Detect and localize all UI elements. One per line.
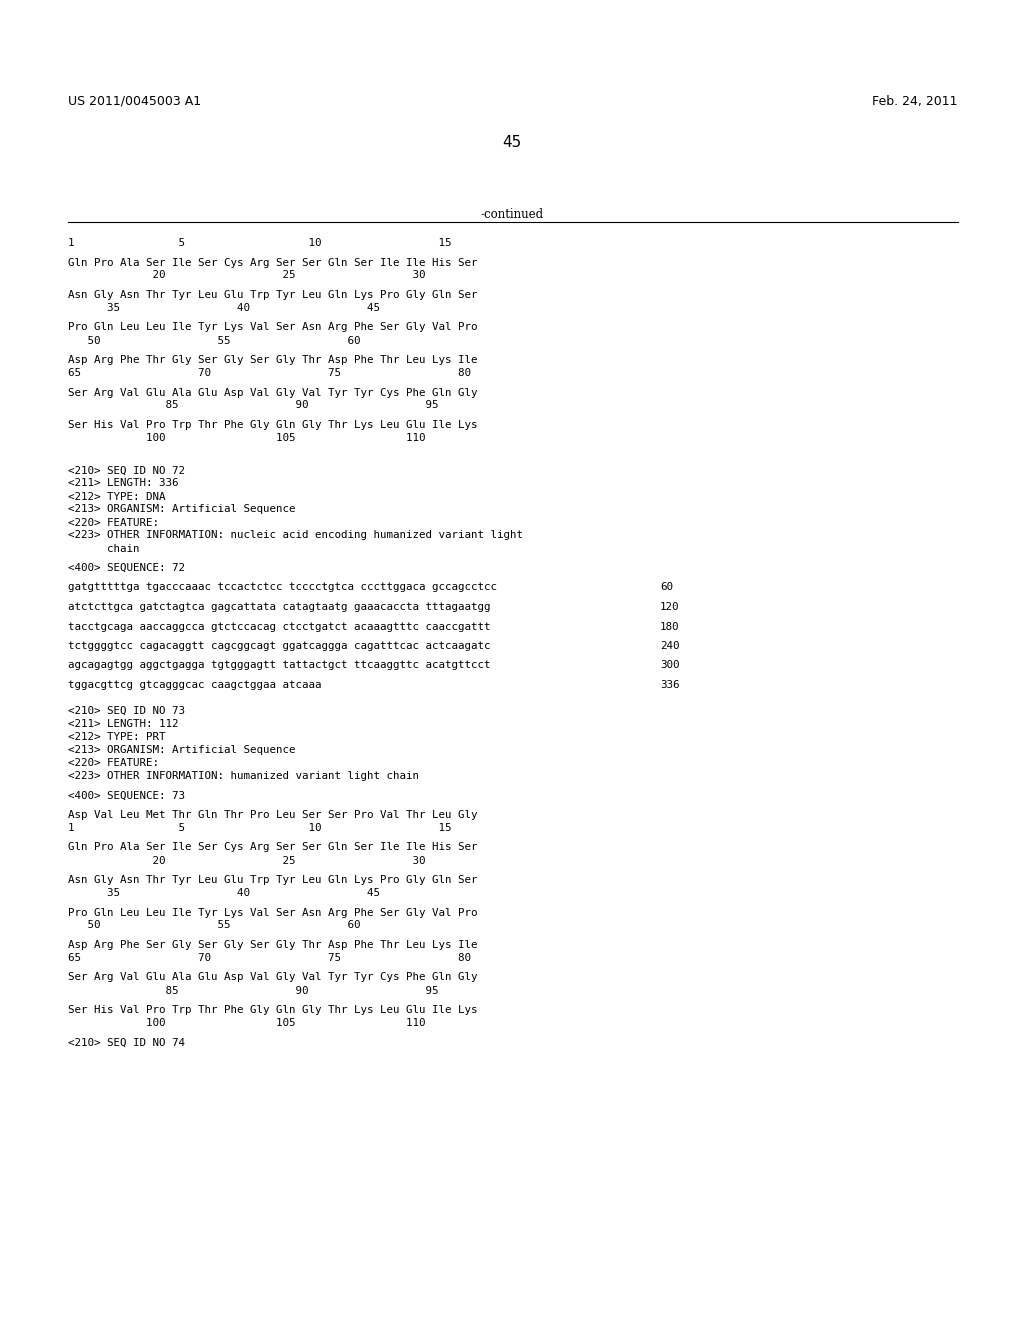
Text: Gln Pro Ala Ser Ile Ser Cys Arg Ser Ser Gln Ser Ile Ile His Ser: Gln Pro Ala Ser Ile Ser Cys Arg Ser Ser … — [68, 257, 477, 268]
Text: 85                  90                  95: 85 90 95 — [68, 986, 438, 995]
Text: atctcttgca gatctagtca gagcattata catagtaatg gaaacaccta tttagaatgg: atctcttgca gatctagtca gagcattata catagta… — [68, 602, 490, 612]
Text: 65                  70                  75                  80: 65 70 75 80 — [68, 953, 471, 964]
Text: 20                  25                  30: 20 25 30 — [68, 271, 426, 281]
Text: <211> LENGTH: 336: <211> LENGTH: 336 — [68, 479, 178, 488]
Text: Pro Gln Leu Leu Ile Tyr Lys Val Ser Asn Arg Phe Ser Gly Val Pro: Pro Gln Leu Leu Ile Tyr Lys Val Ser Asn … — [68, 322, 477, 333]
Text: 100                 105                 110: 100 105 110 — [68, 1018, 426, 1028]
Text: Ser Arg Val Glu Ala Glu Asp Val Gly Val Tyr Tyr Cys Phe Gln Gly: Ser Arg Val Glu Ala Glu Asp Val Gly Val … — [68, 388, 477, 397]
Text: <212> TYPE: DNA: <212> TYPE: DNA — [68, 491, 166, 502]
Text: <210> SEQ ID NO 74: <210> SEQ ID NO 74 — [68, 1038, 185, 1048]
Text: Asn Gly Asn Thr Tyr Leu Glu Trp Tyr Leu Gln Lys Pro Gly Gln Ser: Asn Gly Asn Thr Tyr Leu Glu Trp Tyr Leu … — [68, 290, 477, 300]
Text: 336: 336 — [660, 680, 680, 690]
Text: Asp Arg Phe Thr Gly Ser Gly Ser Gly Thr Asp Phe Thr Leu Lys Ile: Asp Arg Phe Thr Gly Ser Gly Ser Gly Thr … — [68, 355, 477, 366]
Text: 100                 105                 110: 100 105 110 — [68, 433, 426, 444]
Text: Asp Arg Phe Ser Gly Ser Gly Ser Gly Thr Asp Phe Thr Leu Lys Ile: Asp Arg Phe Ser Gly Ser Gly Ser Gly Thr … — [68, 940, 477, 950]
Text: <400> SEQUENCE: 72: <400> SEQUENCE: 72 — [68, 564, 185, 573]
Text: 45: 45 — [503, 135, 521, 150]
Text: <210> SEQ ID NO 72: <210> SEQ ID NO 72 — [68, 466, 185, 475]
Text: 180: 180 — [660, 622, 680, 631]
Text: <211> LENGTH: 112: <211> LENGTH: 112 — [68, 719, 178, 729]
Text: <210> SEQ ID NO 73: <210> SEQ ID NO 73 — [68, 706, 185, 715]
Text: -continued: -continued — [480, 209, 544, 220]
Text: <220> FEATURE:: <220> FEATURE: — [68, 758, 159, 768]
Text: US 2011/0045003 A1: US 2011/0045003 A1 — [68, 95, 201, 108]
Text: <223> OTHER INFORMATION: nucleic acid encoding humanized variant light: <223> OTHER INFORMATION: nucleic acid en… — [68, 531, 523, 540]
Text: Asp Val Leu Met Thr Gln Thr Pro Leu Ser Ser Pro Val Thr Leu Gly: Asp Val Leu Met Thr Gln Thr Pro Leu Ser … — [68, 810, 477, 820]
Text: Asn Gly Asn Thr Tyr Leu Glu Trp Tyr Leu Gln Lys Pro Gly Gln Ser: Asn Gly Asn Thr Tyr Leu Glu Trp Tyr Leu … — [68, 875, 477, 884]
Text: <223> OTHER INFORMATION: humanized variant light chain: <223> OTHER INFORMATION: humanized varia… — [68, 771, 419, 781]
Text: 1                5                   10                  15: 1 5 10 15 — [68, 822, 452, 833]
Text: Ser Arg Val Glu Ala Glu Asp Val Gly Val Tyr Tyr Cys Phe Gln Gly: Ser Arg Val Glu Ala Glu Asp Val Gly Val … — [68, 973, 477, 982]
Text: 65                  70                  75                  80: 65 70 75 80 — [68, 368, 471, 378]
Text: <220> FEATURE:: <220> FEATURE: — [68, 517, 159, 528]
Text: 85                  90                  95: 85 90 95 — [68, 400, 438, 411]
Text: Feb. 24, 2011: Feb. 24, 2011 — [872, 95, 958, 108]
Text: 1                5                   10                  15: 1 5 10 15 — [68, 238, 452, 248]
Text: 35                  40                  45: 35 40 45 — [68, 888, 380, 898]
Text: <400> SEQUENCE: 73: <400> SEQUENCE: 73 — [68, 791, 185, 800]
Text: 50                  55                  60: 50 55 60 — [68, 920, 360, 931]
Text: gatgtttttga tgacccaaac tccactctcc tcccctgtca cccttggaca gccagcctcc: gatgtttttga tgacccaaac tccactctcc tcccct… — [68, 582, 497, 593]
Text: agcagagtgg aggctgagga tgtgggagtt tattactgct ttcaaggttc acatgttcct: agcagagtgg aggctgagga tgtgggagtt tattact… — [68, 660, 490, 671]
Text: tctggggtcc cagacaggtt cagcggcagt ggatcaggga cagatttcac actcaagatc: tctggggtcc cagacaggtt cagcggcagt ggatcag… — [68, 642, 490, 651]
Text: Pro Gln Leu Leu Ile Tyr Lys Val Ser Asn Arg Phe Ser Gly Val Pro: Pro Gln Leu Leu Ile Tyr Lys Val Ser Asn … — [68, 908, 477, 917]
Text: <213> ORGANISM: Artificial Sequence: <213> ORGANISM: Artificial Sequence — [68, 504, 296, 515]
Text: 120: 120 — [660, 602, 680, 612]
Text: tacctgcaga aaccaggcca gtctccacag ctcctgatct acaaagtttc caaccgattt: tacctgcaga aaccaggcca gtctccacag ctcctga… — [68, 622, 490, 631]
Text: 20                  25                  30: 20 25 30 — [68, 855, 426, 866]
Text: 50                  55                  60: 50 55 60 — [68, 335, 360, 346]
Text: 300: 300 — [660, 660, 680, 671]
Text: 240: 240 — [660, 642, 680, 651]
Text: 60: 60 — [660, 582, 673, 593]
Text: Ser His Val Pro Trp Thr Phe Gly Gln Gly Thr Lys Leu Glu Ile Lys: Ser His Val Pro Trp Thr Phe Gly Gln Gly … — [68, 1005, 477, 1015]
Text: chain: chain — [68, 544, 139, 553]
Text: Ser His Val Pro Trp Thr Phe Gly Gln Gly Thr Lys Leu Glu Ile Lys: Ser His Val Pro Trp Thr Phe Gly Gln Gly … — [68, 420, 477, 430]
Text: Gln Pro Ala Ser Ile Ser Cys Arg Ser Ser Gln Ser Ile Ile His Ser: Gln Pro Ala Ser Ile Ser Cys Arg Ser Ser … — [68, 842, 477, 853]
Text: tggacgttcg gtcagggcac caagctggaa atcaaa: tggacgttcg gtcagggcac caagctggaa atcaaa — [68, 680, 322, 690]
Text: <213> ORGANISM: Artificial Sequence: <213> ORGANISM: Artificial Sequence — [68, 744, 296, 755]
Text: <212> TYPE: PRT: <212> TYPE: PRT — [68, 733, 166, 742]
Text: 35                  40                  45: 35 40 45 — [68, 304, 380, 313]
